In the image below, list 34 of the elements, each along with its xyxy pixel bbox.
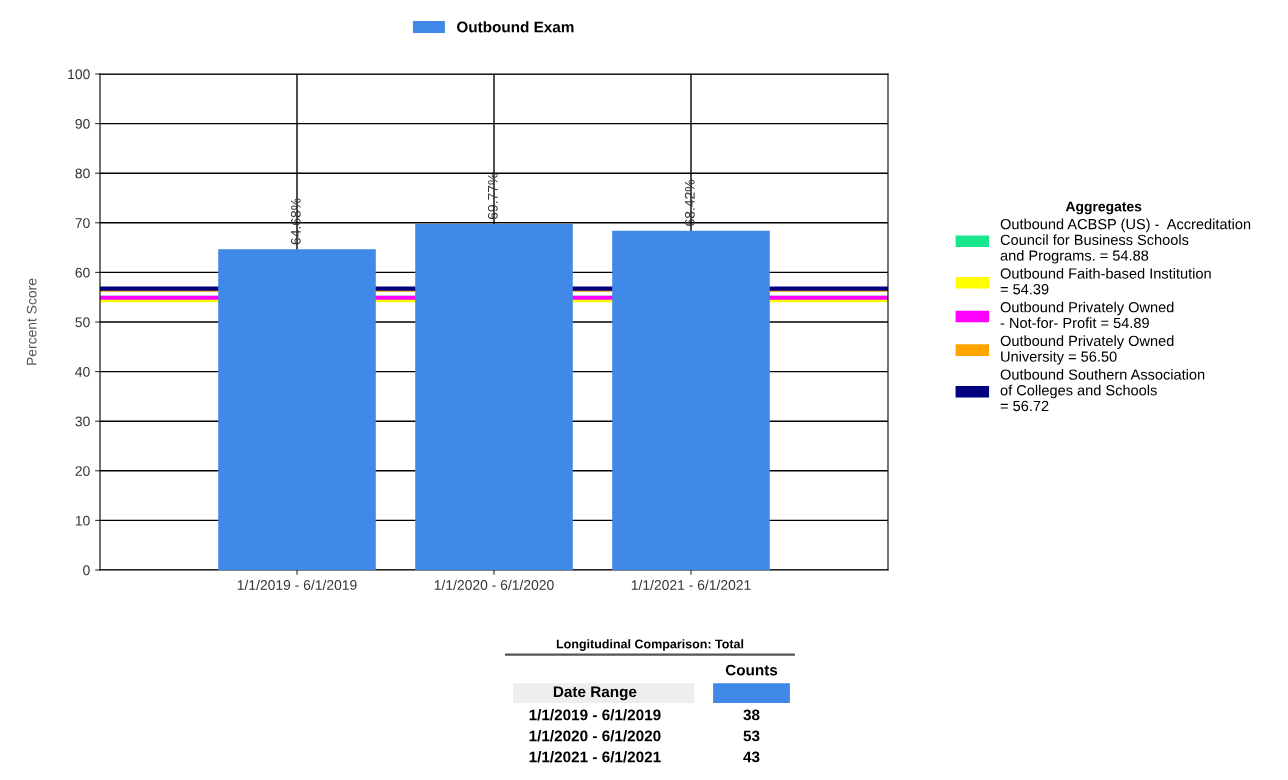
y-tick-label: 20: [75, 466, 90, 476]
category-label: 1/1/2019 - 6/1/2019: [529, 709, 661, 721]
data-label: 43: [743, 751, 760, 763]
text: Date Range: [553, 686, 637, 701]
legend-label: Outbound Southern Association of Colleges and Schools = 56.72: [1000, 369, 1205, 412]
y-tick-label: 70: [75, 218, 90, 228]
category-label: 1/1/2020 - 6/1/2020: [529, 730, 661, 742]
y-tick-label: 100: [68, 69, 90, 80]
y-tick-label: 60: [75, 267, 90, 278]
legend-label: Outbound Privately Owned University = 56.50: [1000, 335, 1174, 365]
y-tick-label: 10: [75, 515, 90, 526]
y-tick-label: 90: [75, 118, 90, 129]
data-label: 69.77%: [487, 173, 498, 220]
y-tick-label: 0: [83, 565, 90, 576]
legend-label: Outbound ACBSP (US) - Accreditation Council for Business Schools and Programs. = 54.88: [1000, 218, 1251, 264]
data-label: 38: [743, 709, 760, 721]
y-tick-label: 50: [75, 317, 90, 328]
data-label: 53: [743, 730, 760, 742]
data-label: 64.68%: [290, 198, 301, 245]
category-label: 1/1/2021 - 6/1/2021: [529, 751, 661, 763]
legend-label: Outbound Exam: [457, 21, 574, 33]
legend-title: Aggregates: [1065, 201, 1142, 215]
legend-label: Outbound Faith-based Institution = 54.39: [1000, 267, 1211, 295]
y-axis-title: Percent Score: [26, 278, 37, 365]
data-label: 68.42%: [684, 179, 695, 226]
x-tick-label: 1/1/2020 - 6/1/2020: [434, 579, 554, 590]
y-tick-label: 40: [75, 366, 90, 377]
y-tick-label: 30: [75, 416, 90, 427]
y-tick-label: 80: [75, 168, 90, 179]
text: Counts: [725, 664, 778, 676]
x-tick-label: 1/1/2019 - 6/1/2019: [237, 579, 357, 590]
legend-label: Outbound Privately Owned - Not-for- Profit = 54.89: [1000, 301, 1174, 329]
x-tick-label: 1/1/2021 - 6/1/2021: [631, 579, 751, 590]
text: Longitudinal Comparison: Total: [556, 639, 744, 651]
